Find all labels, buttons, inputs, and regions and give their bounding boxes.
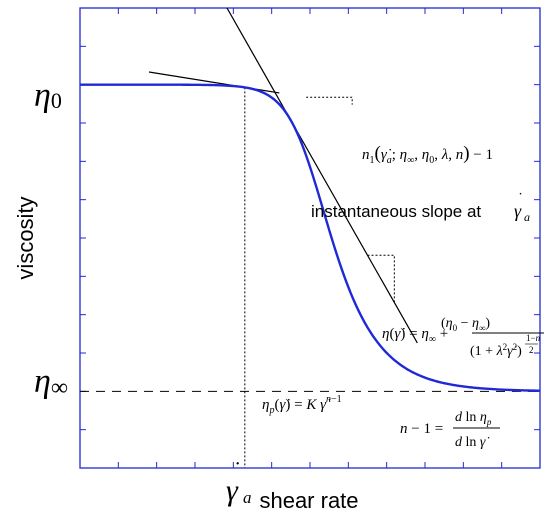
tangent-line	[148, 71, 280, 94]
svg-text:d ln ηp: d ln ηp	[455, 410, 492, 427]
tangent-slope-formula: n1(γ̇a; η∞, η0, λ, n) − 1	[362, 143, 493, 166]
power-law-formula: ηp(γ̇) = K γ̇n−1	[262, 394, 342, 416]
svg-text:(1 + λ2γ̇2): (1 + λ2γ̇2)	[470, 342, 522, 359]
svg-text:(η0 − η∞): (η0 − η∞)	[441, 316, 490, 333]
eta-inf-tick-label: η∞	[34, 363, 68, 401]
gamma-a-tick-label: γ ˙ a	[226, 457, 252, 507]
svg-text:˙: ˙	[234, 457, 241, 482]
axis-ticks	[80, 8, 540, 468]
power-law-slope-marker	[367, 254, 395, 303]
svg-text:n − 1 =: n − 1 =	[400, 421, 443, 437]
x-axis-label: shear rate	[259, 488, 358, 513]
svg-text:2: 2	[529, 345, 534, 355]
tangent-slope-marker	[306, 96, 353, 105]
svg-text:γ: γ	[514, 201, 522, 221]
y-axis-label: viscosity	[13, 196, 38, 279]
instantaneous-slope-label: instantaneous slope at	[311, 202, 481, 221]
svg-text:1−n: 1−n	[526, 333, 541, 343]
svg-text:d ln γ̇: d ln γ̇	[455, 435, 489, 450]
eta0-tick-label: η0	[34, 77, 62, 114]
carreau-formula: η(γ̇) = η∞ + (η0 − η∞) (1 + λ2γ̇2) 1−n 2	[382, 316, 544, 359]
svg-text:a: a	[243, 488, 252, 507]
svg-text:n1(γ̇a; η∞, η0, λ, n) − 1: n1(γ̇a; η∞, η0, λ, n) − 1	[362, 143, 493, 166]
power-law-line	[226, 8, 418, 344]
instantaneous-slope-symbol: γ ˙ a	[514, 191, 530, 224]
svg-text:ηp(γ̇) = K γ̇n−1: ηp(γ̇) = K γ̇n−1	[262, 394, 342, 416]
svg-text:a: a	[524, 210, 530, 224]
carreau-curve	[80, 83, 540, 392]
svg-text:˙: ˙	[518, 191, 523, 207]
svg-text:η(γ̇) = η∞ +: η(γ̇) = η∞ +	[382, 326, 448, 345]
power-law-slope-formula: n − 1 = d ln ηp d ln γ̇	[400, 410, 500, 450]
svg-text:γ: γ	[226, 474, 239, 507]
